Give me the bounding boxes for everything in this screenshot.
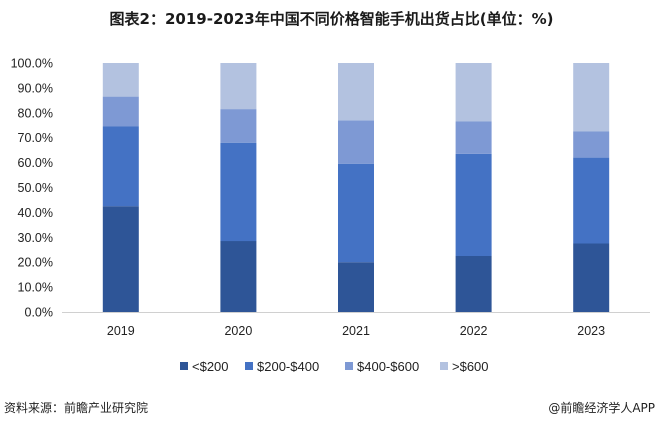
bar-segment (455, 63, 492, 122)
x-tick-label: 2020 (224, 324, 252, 338)
y-tick-label: 20.0% (18, 256, 53, 270)
y-tick-label: 100.0% (11, 57, 53, 71)
y-tick-label: 80.0% (18, 106, 53, 120)
bar-segment (102, 63, 139, 97)
bar-segment (455, 153, 492, 256)
legend-label: $400-$600 (357, 359, 419, 374)
publisher-credit: @前瞻经济学人APP (548, 401, 655, 415)
y-tick-label: 0.0% (25, 306, 54, 320)
bar-segment (338, 163, 374, 263)
bar-segment (573, 243, 610, 312)
bar-segment (102, 96, 139, 127)
y-axis: 0.0% 10.0% 20.0% 30.0% 40.0% 50.0% 60.0% 70.0% 8… (11, 57, 53, 320)
x-tick-label: 2021 (342, 324, 370, 338)
bar-segment (338, 262, 374, 312)
bar-segment (455, 121, 492, 154)
bar-segment (102, 126, 139, 207)
bar-segment (338, 120, 374, 164)
legend-label: >$600 (452, 359, 489, 374)
bar-segment (455, 256, 492, 312)
x-axis: 2019 2020 2021 2022 2023 (62, 312, 650, 338)
y-tick-label: 70.0% (18, 131, 53, 145)
bar-segment (220, 109, 257, 143)
bar-segment (573, 157, 610, 244)
legend-swatch (245, 362, 253, 370)
legend: <$200 $200-$400 $400-$600 >$600 (180, 359, 489, 374)
y-tick-label: 10.0% (18, 281, 53, 295)
x-tick-label: 2023 (577, 324, 605, 338)
y-tick-label: 40.0% (18, 206, 53, 220)
chart-title: 图表2：2019-2023年中国不同价格智能手机出货占比(单位：%) (109, 10, 554, 28)
bar-segment (220, 142, 257, 242)
legend-swatch (180, 362, 188, 370)
bar-segment (220, 241, 257, 312)
bar-segment (573, 63, 610, 132)
y-tick-label: 30.0% (18, 231, 53, 245)
y-tick-label: 60.0% (18, 156, 53, 170)
legend-swatch (345, 362, 353, 370)
legend-label: $200-$400 (257, 359, 319, 374)
bar-segment (102, 206, 139, 312)
bars (102, 63, 610, 312)
legend-label: <$200 (192, 359, 229, 374)
y-tick-label: 90.0% (18, 81, 53, 95)
bar-segment (220, 63, 257, 110)
source-note: 资料来源：前瞻产业研究院 (4, 401, 149, 415)
y-tick-label: 50.0% (18, 181, 53, 195)
x-tick-label: 2019 (107, 324, 135, 338)
x-tick-label: 2022 (460, 324, 488, 338)
bar-segment (573, 131, 610, 158)
bar-segment (338, 63, 374, 121)
legend-swatch (440, 362, 448, 370)
